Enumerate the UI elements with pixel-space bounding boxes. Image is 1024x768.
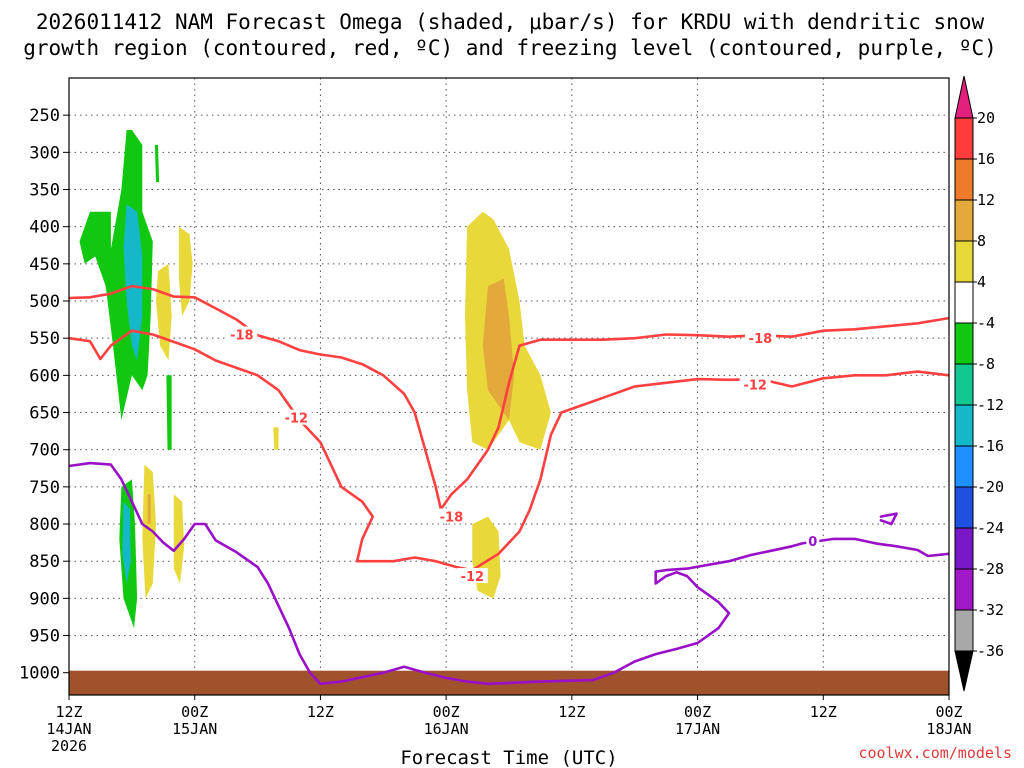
contour-lines xyxy=(69,284,949,686)
colorbar-top-arrow xyxy=(954,75,974,119)
dgz-label-bg xyxy=(280,409,312,425)
dgz-label-bg xyxy=(435,508,467,524)
x-tick-label: 00Z xyxy=(433,703,460,721)
dgz-contour-label: -12 xyxy=(743,378,767,393)
colorbar-label: -16 xyxy=(977,437,1004,455)
dgz-label-bg xyxy=(226,326,258,342)
chart-title-line-1: 2026011412 NAM Forecast Omega (shaded, μ… xyxy=(36,10,985,34)
y-tick-label: 950 xyxy=(29,627,60,647)
y-tick-label: 450 xyxy=(29,255,60,275)
y-tick-label: 650 xyxy=(29,404,60,424)
colorbar-bottom-arrow xyxy=(954,650,974,692)
colorbar-swatch xyxy=(954,117,974,160)
x-axis-title: Forecast Time (UTC) xyxy=(400,747,617,768)
omega-region xyxy=(179,226,193,316)
omega-region xyxy=(273,427,279,450)
y-tick-label: 750 xyxy=(29,478,60,498)
colorbar-swatch xyxy=(954,609,974,652)
x-tick-label: 12Z xyxy=(55,703,82,721)
source-credit: coolwx.com/models xyxy=(858,744,1012,762)
omega-region xyxy=(173,494,185,584)
x-tick-label: 12Z xyxy=(558,703,585,721)
y-tick-label: 900 xyxy=(29,589,60,609)
colorbar-swatch xyxy=(954,158,974,201)
x-tick-label: 00Z xyxy=(181,703,208,721)
omega-region xyxy=(122,501,131,584)
x-tick-label: 00Z xyxy=(684,703,711,721)
x-tick-label: 12Z xyxy=(307,703,334,721)
dgz-contour-label: -18 xyxy=(230,328,254,343)
colorbar-label: -36 xyxy=(977,642,1004,660)
y-tick-label: 400 xyxy=(29,218,60,238)
colorbar-swatch xyxy=(954,281,974,324)
colorbar-label: -4 xyxy=(977,314,995,332)
omega-region xyxy=(147,494,151,524)
y-tick-label: 600 xyxy=(29,366,60,386)
colorbar-swatch xyxy=(954,568,974,611)
y-tick-label: 500 xyxy=(29,292,60,312)
plot-area: -18 -18 -18 -12 -12 -12 0 250 300 350 400 450 500 55… xyxy=(19,77,972,755)
contour-labels: -18 -18 -18 -12 -12 -12 0 xyxy=(226,326,820,585)
dgz-contour-line xyxy=(69,284,949,511)
y-tick-label: 1000 xyxy=(19,664,60,684)
omega-region xyxy=(482,278,515,420)
colorbar-swatch xyxy=(954,527,974,570)
dgz-contour-label: -12 xyxy=(461,570,485,585)
y-tick-label: 700 xyxy=(29,441,60,461)
x-tick-label: 17JAN xyxy=(675,720,720,738)
x-tick-label: 15JAN xyxy=(172,720,217,738)
omega-region xyxy=(142,464,156,599)
colorbar-label: -12 xyxy=(977,396,1004,414)
colorbar-swatch xyxy=(954,240,974,283)
colorbar-label: 12 xyxy=(977,191,995,209)
colorbar-label: 16 xyxy=(977,150,995,168)
x-tick-label: 12Z xyxy=(810,703,837,721)
colorbar-swatch xyxy=(954,199,974,242)
x-tick-label: 00Z xyxy=(935,703,962,721)
colorbar-label: 20 xyxy=(977,109,995,127)
dgz-label-bg xyxy=(739,376,771,392)
colorbar: 20 16 12 8 4 -4 -8 -12 -16 -20 -24 -28 -32 -36 xyxy=(954,75,1004,692)
colorbar-label: -28 xyxy=(977,560,1004,578)
colorbar-label: -32 xyxy=(977,601,1004,619)
colorbar-label: -20 xyxy=(977,478,1004,496)
omega-region xyxy=(166,375,172,450)
y-tick-label: 800 xyxy=(29,515,60,535)
freezing-contour-label: 0 xyxy=(808,535,817,550)
dgz-label-bg xyxy=(456,568,488,584)
chart-title-line-2: growth region (contoured, red, ºC) and f… xyxy=(23,36,997,60)
colorbar-swatch xyxy=(954,486,974,529)
plot-frame xyxy=(68,77,950,696)
colorbar-swatch xyxy=(954,363,974,406)
dgz-contour-line xyxy=(69,329,949,572)
colorbar-label: -8 xyxy=(977,355,995,373)
colorbar-swatch xyxy=(954,322,974,365)
omega-region xyxy=(123,204,143,361)
freezing-contour-line xyxy=(69,461,949,686)
y-tick-label: 250 xyxy=(29,106,60,126)
x-tick-label: 18JAN xyxy=(926,720,971,738)
y-axis-ticks: 250 300 350 400 450 500 550 600 650 700 750 800 850 9… xyxy=(19,106,69,684)
freezing-label-bg xyxy=(806,533,820,549)
colorbar-label: 4 xyxy=(977,273,986,291)
y-tick-label: 850 xyxy=(29,552,60,572)
colorbar-swatch xyxy=(954,404,974,447)
omega-region xyxy=(154,144,160,183)
dgz-contour-label: -18 xyxy=(440,511,464,526)
x-tick-label: 14JAN xyxy=(46,720,91,738)
dgz-label-bg xyxy=(744,330,776,346)
x-tick-label: 16JAN xyxy=(424,720,469,738)
y-tick-label: 350 xyxy=(29,181,60,201)
colorbar-label: -24 xyxy=(977,519,1004,537)
y-tick-label: 300 xyxy=(29,143,60,163)
freezing-contour-line xyxy=(879,512,898,526)
colorbar-swatch xyxy=(954,445,974,488)
dgz-contour-label: -12 xyxy=(285,412,309,427)
x-tick-label: 2026 xyxy=(51,737,87,755)
dgz-contour-label: -18 xyxy=(749,332,773,347)
colorbar-label: 8 xyxy=(977,232,986,250)
y-tick-label: 550 xyxy=(29,329,60,349)
